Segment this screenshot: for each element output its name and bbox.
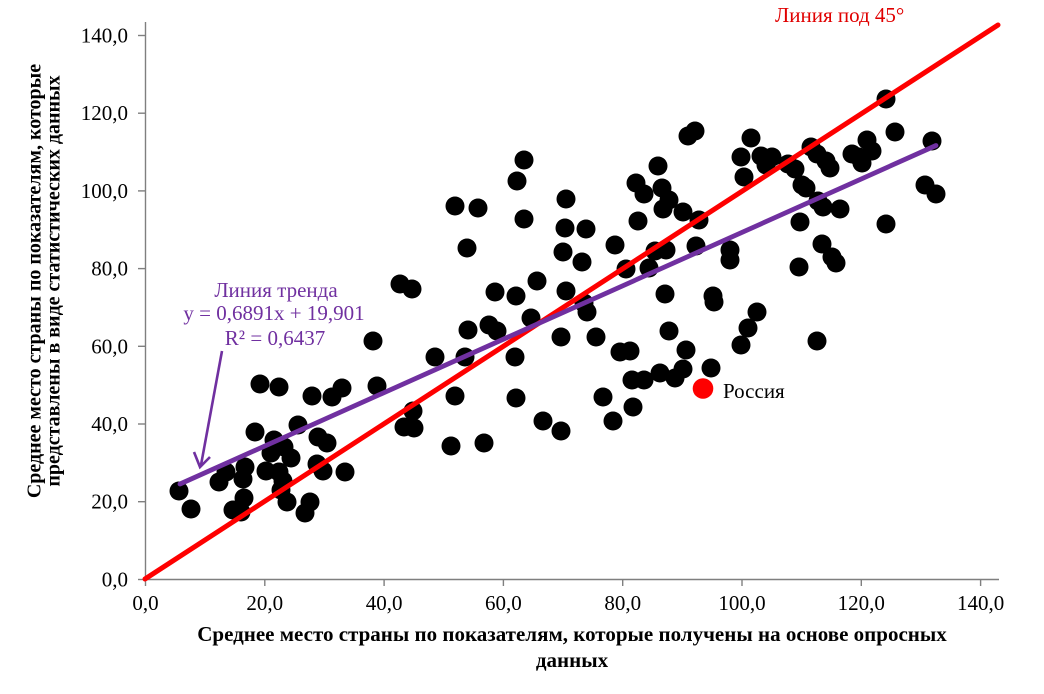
svg-text:140,0: 140,0 — [81, 24, 128, 48]
svg-text:Линия под 45°: Линия под 45° — [775, 3, 904, 27]
svg-text:R² = 0,6437: R² = 0,6437 — [225, 326, 325, 350]
svg-text:60,0: 60,0 — [485, 591, 522, 615]
svg-text:Россия: Россия — [723, 379, 785, 403]
svg-text:100,0: 100,0 — [81, 179, 128, 203]
svg-text:Среднее место страны по показа: Среднее место страны по показателям, кот… — [24, 64, 46, 498]
svg-text:140,0: 140,0 — [957, 591, 1004, 615]
svg-text:20,0: 20,0 — [246, 591, 283, 615]
svg-text:данных: данных — [536, 648, 609, 672]
svg-text:Линия тренда: Линия тренда — [214, 278, 338, 302]
svg-text:представлены в виде статистиче: представлены в виде статистических данны… — [43, 75, 65, 486]
svg-text:0,0: 0,0 — [102, 568, 128, 592]
svg-text:20,0: 20,0 — [91, 490, 128, 514]
svg-text:80,0: 80,0 — [604, 591, 641, 615]
svg-text:120,0: 120,0 — [838, 591, 885, 615]
svg-text:80,0: 80,0 — [91, 257, 128, 281]
svg-text:0,0: 0,0 — [132, 591, 158, 615]
svg-text:40,0: 40,0 — [91, 412, 128, 436]
svg-text:100,0: 100,0 — [718, 591, 765, 615]
svg-text:Среднее место страны по показа: Среднее место страны по показателям, кот… — [197, 622, 947, 646]
svg-text:y = 0,6891x + 19,901: y = 0,6891x + 19,901 — [183, 301, 364, 325]
svg-text:60,0: 60,0 — [91, 334, 128, 358]
svg-text:40,0: 40,0 — [366, 591, 403, 615]
svg-text:120,0: 120,0 — [81, 101, 128, 125]
